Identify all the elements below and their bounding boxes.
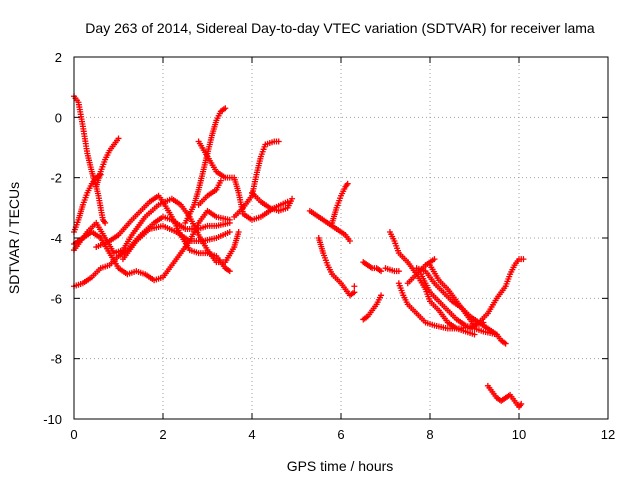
data-point (115, 135, 122, 142)
data-point (351, 289, 358, 296)
series-track-17 (351, 283, 358, 290)
series-track-28 (484, 382, 525, 410)
data-point (344, 180, 351, 187)
series-track-7 (93, 192, 233, 275)
series-track-8 (119, 222, 233, 263)
data-point (395, 268, 402, 275)
series-track-16 (329, 180, 351, 226)
series-track-12 (231, 138, 282, 220)
series-track-18 (360, 259, 385, 275)
data-point (222, 105, 229, 112)
y-tick-label: -10 (43, 412, 62, 427)
data-point (226, 216, 233, 223)
data-point (102, 219, 109, 226)
data-point (520, 256, 527, 263)
x-axis-ticks: 0 2 4 6 8 10 12 (70, 57, 615, 442)
x-tick-label: 8 (426, 427, 433, 442)
chart-title: Day 263 of 2014, Sidereal Day-to-day VTE… (85, 20, 595, 36)
data-point (431, 256, 438, 263)
series-track-11 (195, 177, 224, 208)
data-point (275, 138, 282, 145)
y-axis-ticks: -10 -8 -6 -4 -2 0 2 (43, 50, 608, 427)
x-tick-label: 4 (248, 427, 255, 442)
x-tick-label: 0 (70, 427, 77, 442)
series-track-27 (467, 256, 527, 332)
data-point (235, 228, 242, 235)
data-point (346, 238, 353, 245)
x-tick-label: 2 (159, 427, 166, 442)
series-track-15 (315, 235, 358, 299)
data-point (502, 340, 509, 347)
y-tick-label: 0 (55, 110, 62, 125)
y-axis-label: SDTVAR / TECUs (6, 182, 22, 294)
data-point (378, 268, 385, 275)
y-tick-label: -4 (50, 231, 62, 246)
data-point (471, 331, 478, 338)
data-point (289, 195, 296, 202)
data-points (71, 93, 527, 410)
data-point (493, 331, 500, 338)
series-track-10 (182, 105, 229, 226)
y-tick-label: -8 (50, 352, 62, 367)
y-tick-label: -6 (50, 291, 62, 306)
x-axis-label: GPS time / hours (287, 458, 394, 474)
data-point (378, 292, 385, 299)
series-track-22 (395, 280, 487, 332)
series-track-20 (382, 265, 402, 275)
x-tick-label: 12 (601, 427, 615, 442)
y-tick-label: -2 (50, 171, 62, 186)
series-track-13 (249, 189, 296, 214)
series-track-14 (306, 207, 353, 245)
data-point (351, 283, 358, 290)
series-track-19 (360, 292, 385, 323)
data-point (217, 177, 224, 184)
grid-lines (74, 57, 608, 419)
series-track-3 (93, 135, 122, 190)
data-point (226, 228, 233, 235)
data-point (518, 400, 525, 407)
x-tick-label: 10 (512, 427, 526, 442)
y-tick-label: 2 (55, 50, 62, 65)
data-point (226, 268, 233, 275)
x-tick-label: 6 (337, 427, 344, 442)
